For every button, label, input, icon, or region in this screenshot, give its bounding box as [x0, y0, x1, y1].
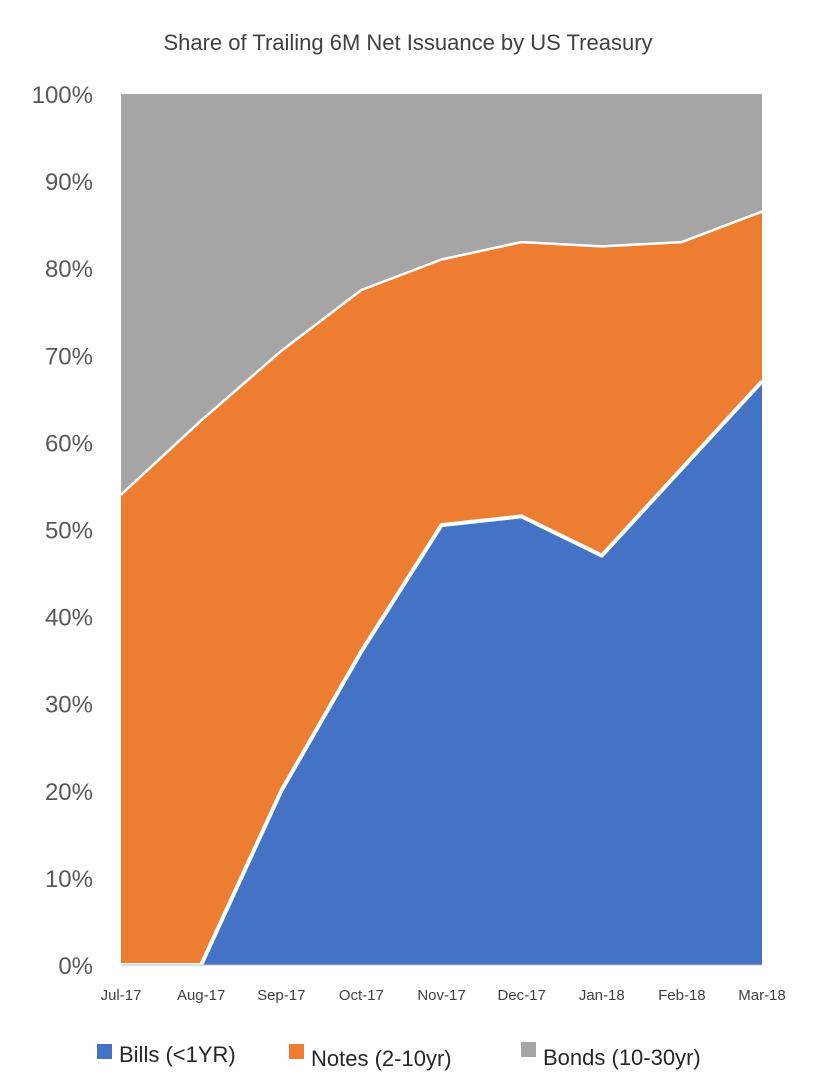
legend-swatch-bills [97, 1044, 112, 1059]
boundary-line-1 [121, 380, 764, 967]
x-tick-label: Sep-17 [257, 987, 305, 1004]
y-tick-label: 50% [45, 518, 93, 545]
y-tick-label: 20% [45, 779, 93, 806]
y-tick-label: 30% [45, 692, 93, 719]
series-boundaries [120, 210, 764, 967]
legend-swatch-notes [289, 1044, 304, 1059]
y-tick-label: 60% [45, 430, 93, 457]
y-tick-label: 80% [45, 256, 93, 283]
legend-label-notes: Notes (2-10yr) [311, 1046, 452, 1071]
area-notes [121, 211, 762, 966]
y-tick-label: 0% [58, 953, 93, 980]
x-tick-label: Feb-18 [658, 987, 706, 1004]
x-tick-label: Jul-17 [101, 987, 142, 1004]
y-axis-ticks: 0% 10% 20% 30% 40% 50% 60% 70% 80% 90% 100% [32, 82, 93, 980]
area-bills [121, 381, 762, 965]
x-axis-ticks: Jul-17 Aug-17 Sep-17 Oct-17 Nov-17 Dec-17 Jan-… [101, 987, 786, 1004]
legend: Bills (<1YR) Notes (2-10yr) Bonds (10-30yr… [97, 1042, 701, 1071]
chart-title: Share of Trailing 6M Net Issuance by US … [163, 30, 652, 55]
x-tick-label: Dec-17 [497, 987, 545, 1004]
x-tick-label: Oct-17 [339, 987, 384, 1004]
y-tick-label: 100% [32, 82, 93, 109]
legend-swatch-bonds [521, 1042, 536, 1057]
y-tick-label: 70% [45, 343, 93, 370]
legend-label-bills: Bills (<1YR) [119, 1042, 236, 1067]
x-tick-label: Mar-18 [738, 987, 786, 1004]
x-tick-label: Nov-17 [417, 987, 465, 1004]
legend-label-bonds: Bonds (10-30yr) [543, 1045, 701, 1070]
boundary-line-2 [120, 210, 763, 496]
y-tick-label: 40% [45, 605, 93, 632]
y-tick-label: 10% [45, 866, 93, 893]
area-bonds [121, 94, 762, 495]
x-tick-label: Jan-18 [579, 987, 625, 1004]
y-tick-label: 90% [45, 169, 93, 196]
plot-areas [121, 94, 762, 966]
x-tick-label: Aug-17 [177, 987, 225, 1004]
